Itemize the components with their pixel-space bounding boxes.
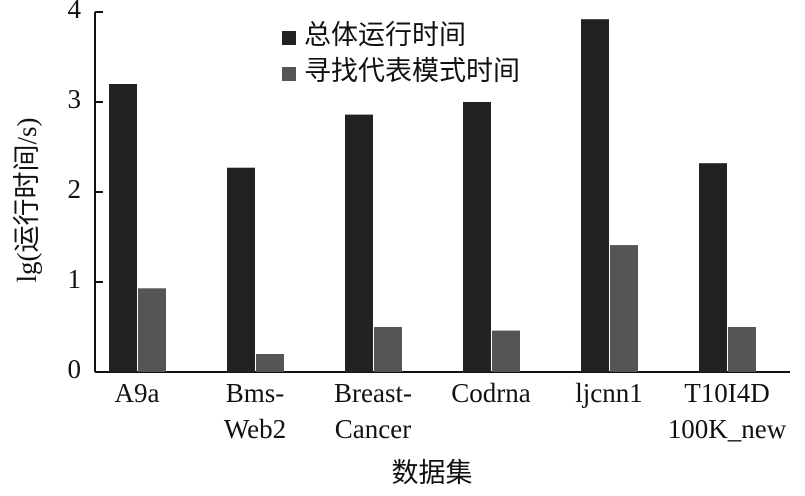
- y-tick-label: 1: [68, 264, 82, 294]
- bar: [374, 327, 402, 372]
- legend-swatch: [282, 31, 296, 45]
- bar: [345, 114, 373, 372]
- x-tick-label: ljcnn1: [575, 378, 643, 408]
- x-tick-label: T10I4D 100K_new: [668, 378, 787, 444]
- bar: [492, 330, 520, 372]
- bar: [227, 167, 255, 372]
- bar: [728, 327, 756, 372]
- bar: [463, 102, 491, 372]
- y-tick-label: 4: [68, 0, 82, 24]
- legend-label: 寻找代表模式时间: [304, 56, 520, 86]
- x-tick-label: A9a: [115, 378, 160, 408]
- bar: [138, 288, 166, 372]
- legend-label: 总体运行时间: [304, 20, 466, 50]
- y-tick-label: 2: [68, 174, 82, 204]
- legend-swatch: [282, 67, 296, 81]
- y-axis-label: lg(运行时间/s): [12, 118, 42, 283]
- bar: [699, 163, 727, 372]
- bar: [109, 84, 137, 372]
- bar: [610, 245, 638, 372]
- x-tick-label: Bms-Web2: [224, 378, 286, 444]
- x-tick-label: Codrna: [451, 378, 531, 408]
- bar: [581, 19, 609, 372]
- y-tick-label: 3: [68, 84, 82, 114]
- x-tick-label: Breast-Cancer: [334, 378, 412, 444]
- y-tick-label: 0: [68, 354, 82, 384]
- x-axis-label: 数据集: [392, 458, 473, 488]
- bar: [256, 354, 284, 372]
